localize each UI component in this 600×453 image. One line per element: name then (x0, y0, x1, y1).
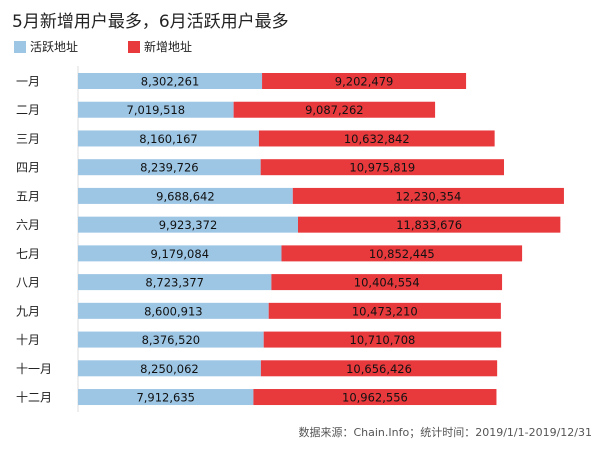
data-label-new: 10,404,554 (354, 276, 420, 290)
bar-active (78, 101, 234, 118)
legend-swatch-new (128, 40, 141, 53)
data-label-active: 8,302,261 (141, 75, 200, 89)
bar-active (78, 302, 269, 319)
data-label-new: 9,202,479 (335, 75, 394, 89)
category-label: 八月 (16, 276, 40, 290)
bar-active (78, 274, 272, 291)
category-label: 四月 (16, 161, 40, 175)
category-label: 三月 (16, 132, 40, 146)
bar-new (271, 274, 503, 291)
bar-new (292, 187, 564, 204)
bar-active (78, 245, 282, 262)
data-label-new: 10,975,819 (349, 161, 415, 175)
bar-new (263, 331, 502, 348)
data-label-active: 7,912,635 (136, 391, 195, 405)
legend-label-new: 新增地址 (144, 40, 193, 54)
bar-active (78, 73, 263, 89)
bar-active (78, 159, 261, 176)
data-label-active: 8,600,913 (144, 304, 203, 318)
legend-item-active: 活跃地址 (14, 38, 78, 55)
data-label-new: 10,962,556 (342, 391, 408, 405)
chart-title: 5月新增用户最多，6月活跃用户最多 (12, 12, 289, 32)
data-label-active: 7,019,518 (127, 103, 186, 117)
bar-active (78, 389, 254, 406)
category-label: 十二月 (16, 391, 52, 405)
data-label-new: 10,656,426 (346, 362, 412, 376)
bar-new (260, 159, 505, 176)
bar-new (260, 360, 498, 377)
legend-swatch-active (14, 40, 26, 53)
data-label-new: 11,833,676 (396, 218, 462, 232)
data-label-active: 8,239,726 (140, 161, 199, 175)
data-label-active: 9,688,642 (156, 189, 215, 203)
data-label-new: 9,087,262 (305, 103, 364, 117)
bar-active (78, 360, 261, 377)
legend: 活跃地址 新增地址 (14, 38, 242, 55)
data-label-new: 10,852,445 (369, 247, 435, 261)
bar-active (78, 130, 259, 147)
data-label-active: 8,250,062 (140, 362, 199, 376)
category-label: 五月 (16, 189, 40, 203)
bar-new (253, 389, 497, 406)
data-label-active: 8,376,520 (142, 333, 201, 347)
legend-item-new: 新增地址 (128, 38, 192, 55)
data-label-active: 9,179,084 (150, 247, 209, 261)
bar-new (233, 101, 436, 118)
category-label: 十月 (16, 333, 40, 347)
category-label: 六月 (16, 218, 40, 232)
bar-new (281, 245, 523, 262)
bar-new (268, 302, 501, 319)
source-note: 数据来源：Chain.Info；统计时间：2019/1/1-2019/12/31 (298, 426, 592, 439)
legend-label-active: 活跃地址 (30, 40, 79, 54)
data-label-active: 8,723,377 (145, 276, 204, 290)
data-label-new: 10,632,842 (344, 132, 410, 146)
bar-active (78, 331, 264, 348)
category-label: 二月 (16, 103, 40, 117)
category-label: 一月 (16, 75, 40, 89)
data-label-active: 8,160,167 (139, 132, 198, 146)
bar-new (258, 130, 495, 147)
data-label-new: 12,230,354 (395, 189, 461, 203)
data-label-new: 10,473,210 (352, 304, 418, 318)
data-label-new: 10,710,708 (350, 333, 416, 347)
bar-new (262, 73, 467, 89)
bar-new (298, 216, 561, 233)
data-label-active: 9,923,372 (159, 218, 218, 232)
category-label: 十一月 (16, 362, 52, 376)
bar-active (78, 216, 299, 233)
category-label: 七月 (16, 247, 40, 261)
category-label: 九月 (16, 304, 40, 318)
bar-active (78, 187, 293, 204)
